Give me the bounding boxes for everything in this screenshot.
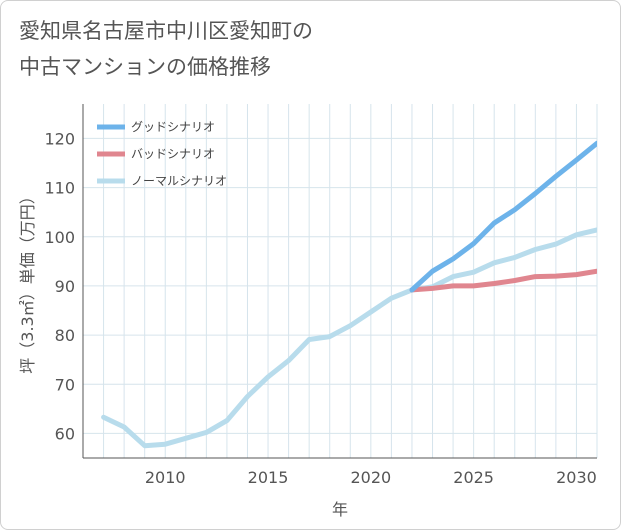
chart-title-line-2: 中古マンションの価格推移: [19, 55, 271, 79]
series-layer: [101, 140, 597, 449]
y-tick-label: 120: [44, 129, 75, 148]
y-axis-title: 坪（3.3㎡）単価（万円）: [18, 188, 37, 373]
x-tick-label: 2025: [453, 468, 494, 487]
x-tick-label: 2020: [350, 468, 391, 487]
y-tick-label: 90: [55, 277, 75, 296]
chart-title-line-1: 愛知県名古屋市中川区愛知町の: [19, 19, 313, 43]
x-tick-label: 2010: [145, 468, 186, 487]
chart-title: 愛知県名古屋市中川区愛知町の 中古マンションの価格推移: [19, 13, 313, 85]
series-line-1: [409, 268, 597, 293]
y-tick-label: 70: [55, 375, 75, 394]
x-axis-ticks: 2010 2015 2020 2025 2030: [145, 468, 597, 487]
legend-label: グッドシナリオ: [131, 120, 215, 134]
x-tick-label: 2030: [556, 468, 597, 487]
x-axis-title: 年: [332, 500, 348, 519]
y-tick-label: 80: [55, 326, 75, 345]
y-tick-label: 110: [44, 179, 75, 198]
series-line-0: [409, 140, 597, 293]
series-line-2: [101, 227, 597, 449]
x-tick-label: 2015: [248, 468, 289, 487]
y-tick-label: 100: [44, 228, 75, 247]
y-axis-ticks: 60 70 80 90 100 110 120: [44, 129, 75, 443]
legend-label: バッドシナリオ: [131, 147, 215, 161]
legend-label: ノーマルシナリオ: [131, 174, 227, 188]
y-tick-label: 60: [55, 424, 75, 443]
